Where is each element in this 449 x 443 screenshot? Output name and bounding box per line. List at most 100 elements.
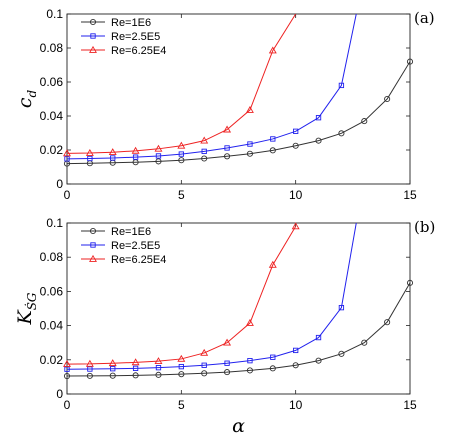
data-point-re-2-5e5 [178, 363, 184, 370]
data-point-re-1e6 [361, 339, 368, 346]
data-point-re-1e6 [384, 95, 391, 103]
y-tick-label: 0.08 [40, 250, 64, 264]
data-point-re-1e6 [201, 155, 208, 162]
series-line-re-1e6 [67, 61, 410, 165]
data-point-re-1e6 [338, 130, 345, 137]
data-point-re-1e6 [132, 372, 139, 379]
legend-marker-re-2-5e5 [90, 33, 96, 39]
data-point-re-2-5e5 [178, 151, 184, 157]
data-point-re-1e6 [361, 118, 368, 125]
data-point-re-6-25e4 [200, 136, 209, 144]
series-line-re-6-25e4 [67, 226, 297, 365]
data-point-re-6-25e4 [154, 144, 163, 152]
data-point-re-2-5e5 [132, 154, 139, 160]
data-point-re-1e6 [269, 147, 276, 154]
data-point-re-2-5e5 [224, 360, 230, 366]
data-point-re-6-25e4 [63, 149, 71, 157]
legend-marker-re-1e6 [89, 227, 97, 235]
data-point-re-6-25e4 [108, 359, 117, 367]
data-point-re-1e6 [178, 371, 185, 378]
y-tick-label: 0.04 [40, 109, 64, 123]
data-point-re-2-5e5 [87, 366, 93, 372]
x-tick-label: 10 [289, 188, 303, 202]
y-tick-label: 0.1 [46, 216, 63, 230]
legend-label-re-2-5e5: Re=2.5E5 [111, 240, 160, 252]
legend-label-re-2-5e5: Re=2.5E5 [111, 31, 160, 43]
data-point-re-2-5e5 [64, 366, 70, 372]
data-point-re-1e6 [201, 370, 208, 377]
legend-label-re-6-25e4: Re=6.25E4 [111, 254, 166, 266]
data-point-re-6-25e4 [245, 105, 254, 113]
data-point-re-6-25e4 [268, 46, 277, 54]
data-point-re-1e6 [63, 372, 71, 380]
y-tick-label: 0.02 [40, 353, 64, 367]
data-point-re-6-25e4 [177, 141, 186, 149]
data-point-re-2-5e5 [155, 153, 162, 159]
data-point-re-2-5e5 [110, 366, 116, 372]
panel-label: (a) [414, 9, 435, 27]
data-point-re-1e6 [292, 142, 299, 149]
x-tick-label: 0 [64, 188, 71, 202]
y-axis-label-main: K [14, 309, 36, 326]
data-point-re-2-5e5 [247, 141, 253, 147]
data-point-re-6-25e4 [245, 318, 254, 326]
data-point-re-1e6 [224, 153, 231, 160]
y-tick-label: 0 [56, 177, 63, 191]
data-point-re-1e6 [178, 157, 185, 164]
data-point-re-2-5e5 [110, 155, 116, 161]
data-point-re-6-25e4 [200, 348, 209, 356]
y-tick-label: 0.06 [40, 75, 64, 89]
series-line-re-2-5e5 [67, 14, 357, 160]
data-point-re-2-5e5 [155, 365, 162, 371]
x-tick-label: 5 [178, 188, 185, 202]
data-point-re-6-25e4 [108, 148, 117, 156]
data-point-re-6-25e4 [131, 358, 140, 366]
data-point-re-2-5e5 [270, 136, 276, 142]
data-point-re-2-5e5 [201, 362, 207, 368]
data-point-re-1e6 [224, 369, 231, 376]
legend-marker-re-6-25e4 [89, 45, 97, 53]
legend-marker-re-2-5e5 [90, 242, 96, 248]
data-point-re-1e6 [155, 158, 162, 165]
legend-label-re-1e6: Re=1E6 [111, 226, 151, 238]
data-point-re-1e6 [292, 362, 299, 369]
data-point-re-1e6 [246, 150, 253, 157]
x-axis-label: α [232, 415, 245, 437]
legend-marker-re-6-25e4 [89, 254, 97, 262]
data-point-re-2-5e5 [293, 347, 299, 354]
y-axis-label-subscript: d [25, 90, 39, 98]
chart-panel-2: 0 0.02 0.04 0.06 0.08 0.1 0 5 10 15 Re=1E6 Re=2.5E5… [14, 216, 435, 437]
data-point-re-6-25e4 [131, 146, 140, 154]
data-point-re-2-5e5 [201, 148, 207, 155]
data-point-re-6-25e4 [291, 222, 300, 230]
data-point-re-2-5e5 [338, 304, 345, 311]
x-tick-label: 15 [403, 188, 417, 202]
data-point-re-6-25e4 [154, 357, 163, 365]
y-tick-label: 0.08 [40, 41, 64, 55]
data-point-re-2-5e5 [64, 156, 70, 162]
axes-frame [66, 13, 411, 185]
data-point-re-6-25e4 [85, 148, 94, 156]
legend-label-re-6-25e4: Re=6.25E4 [111, 45, 166, 57]
data-point-re-2-5e5 [87, 155, 93, 162]
data-point-re-2-5e5 [224, 145, 230, 151]
x-tick-label: 10 [289, 398, 303, 412]
data-point-re-1e6 [406, 279, 414, 286]
data-point-re-6-25e4 [223, 338, 232, 346]
data-point-re-1e6 [109, 372, 116, 379]
chart-panel-1: 0 0.02 0.04 0.06 0.08 0.1 0 5 10 15 Re=1E6 Re=2.5E5… [14, 7, 435, 202]
y-tick-label: 0 [56, 387, 63, 401]
y-axis-label-subscript: ṠG [23, 292, 39, 310]
data-point-re-6-25e4 [268, 260, 277, 268]
data-point-re-6-25e4 [85, 359, 94, 367]
y-tick-label: 0.02 [40, 143, 64, 157]
x-tick-label: 5 [178, 398, 185, 412]
data-point-re-2-5e5 [315, 334, 322, 341]
data-point-re-1e6 [384, 319, 391, 326]
axes-frame [66, 222, 411, 395]
data-point-re-1e6 [315, 137, 322, 144]
panel-label: (b) [414, 218, 435, 236]
data-point-re-2-5e5 [293, 128, 299, 134]
data-point-re-1e6 [406, 58, 414, 65]
